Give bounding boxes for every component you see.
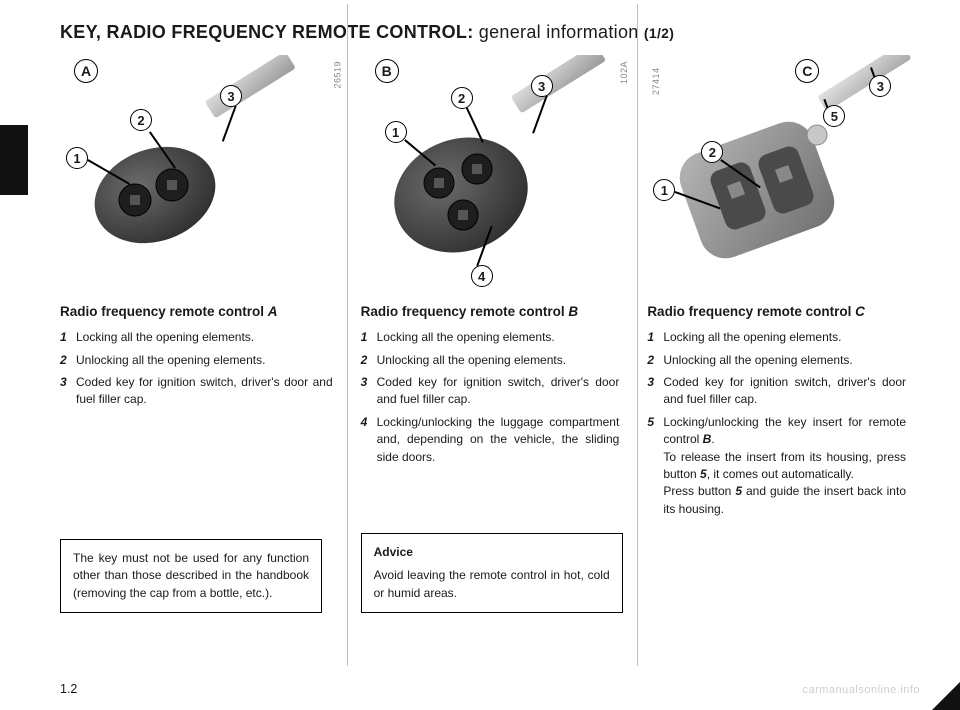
heading-text: Radio frequency remote control [60,304,268,319]
section-title-c: Radio frequency remote control C [647,303,906,321]
list-item: 2Unlocking all the opening elements. [647,352,906,369]
note-box-a: The key must not be used for any functio… [60,539,322,613]
callout-3: 3 [531,75,553,97]
figure-b: B 102A [361,55,620,295]
list-c: 1Locking all the opening elements. 2Unlo… [647,329,906,518]
title-main: KEY, RADIO FREQUENCY REMOTE CONTROL: [60,22,474,42]
columns: A 26519 [60,55,920,651]
figure-a: A 26519 [60,55,333,295]
item-text: Locking all the opening elements. [377,329,620,346]
heading-text: Radio frequency remote control [361,304,569,319]
callout-4: 4 [471,265,493,287]
callout-1: 1 [66,147,88,169]
list-a: 1Locking all the opening elements. 2Unlo… [60,329,333,409]
callout-1: 1 [385,121,407,143]
column-a: A 26519 [60,55,347,651]
list-item: 3Coded key for ignition switch, driver's… [361,374,620,409]
key-b-illustration [361,55,621,285]
page-number: 1.2 [60,682,77,696]
column-c: C 27414 [633,55,920,651]
item-num: 2 [647,352,663,369]
list-b: 1Locking all the opening elements. 2Unlo… [361,329,620,466]
item-text: Unlocking all the opening elements. [663,352,906,369]
note-heading: Advice [374,544,610,561]
column-b: B 102A [347,55,634,651]
item-num: 3 [60,374,76,409]
list-item: 3Coded key for ignition switch, driver's… [60,374,333,409]
page-title: KEY, RADIO FREQUENCY REMOTE CONTROL: gen… [60,22,920,43]
item-num: 4 [361,414,377,466]
item-num: 3 [361,374,377,409]
list-item: 4Locking/unlocking the luggage compartme… [361,414,620,466]
item-text: Locking/unlocking the key insert for rem… [663,414,906,518]
item-text: Locking all the opening elements. [663,329,906,346]
list-item: 2Unlocking all the opening elements. [361,352,620,369]
item-num: 2 [60,352,76,369]
list-item: 1Locking all the opening elements. [60,329,333,346]
callout-2: 2 [130,109,152,131]
item-num: 2 [361,352,377,369]
heading-key: B [568,304,578,319]
title-sub: general information [474,22,644,42]
item-num: 3 [647,374,663,409]
note-text: Avoid leaving the remote control in hot,… [374,568,610,599]
note-box-b: Advice Avoid leaving the remote control … [361,533,623,613]
item-text: Unlocking all the opening elements. [76,352,333,369]
photo-id: 102A [619,61,629,84]
figure-c: C 27414 [647,55,906,295]
item-text: Coded key for ignition switch, driver's … [76,374,333,409]
item-num: 1 [361,329,377,346]
heading-text: Radio frequency remote control [647,304,855,319]
section-title-a: Radio frequency remote control A [60,303,333,321]
note-text: The key must not be used for any functio… [73,551,309,600]
page-corner-fold [932,682,960,710]
title-frac: (1/2) [644,25,674,41]
list-item: 2Unlocking all the opening elements. [60,352,333,369]
list-item: 1Locking all the opening elements. [361,329,620,346]
item-text: Coded key for ignition switch, driver's … [663,374,906,409]
section-tab [0,125,28,195]
item-text: Unlocking all the opening elements. [377,352,620,369]
item-num: 1 [647,329,663,346]
item-num: 5 [647,414,663,518]
heading-key: A [268,304,278,319]
callout-2: 2 [451,87,473,109]
heading-key: C [855,304,865,319]
watermark: carmanualsonline.info [802,684,920,696]
item-text: Coded key for ignition switch, driver's … [377,374,620,409]
callout-3: 3 [220,85,242,107]
list-item: 5Locking/unlocking the key insert for re… [647,414,906,518]
figure-letter: B [375,59,399,83]
section-title-b: Radio frequency remote control B [361,303,620,321]
figure-letter: A [74,59,98,83]
photo-id: 26519 [333,61,343,89]
item-num: 1 [60,329,76,346]
list-item: 3Coded key for ignition switch, driver's… [647,374,906,409]
list-item: 1Locking all the opening elements. [647,329,906,346]
item-text: Locking all the opening elements. [76,329,333,346]
item-text: Locking/unlocking the luggage compartmen… [377,414,620,466]
